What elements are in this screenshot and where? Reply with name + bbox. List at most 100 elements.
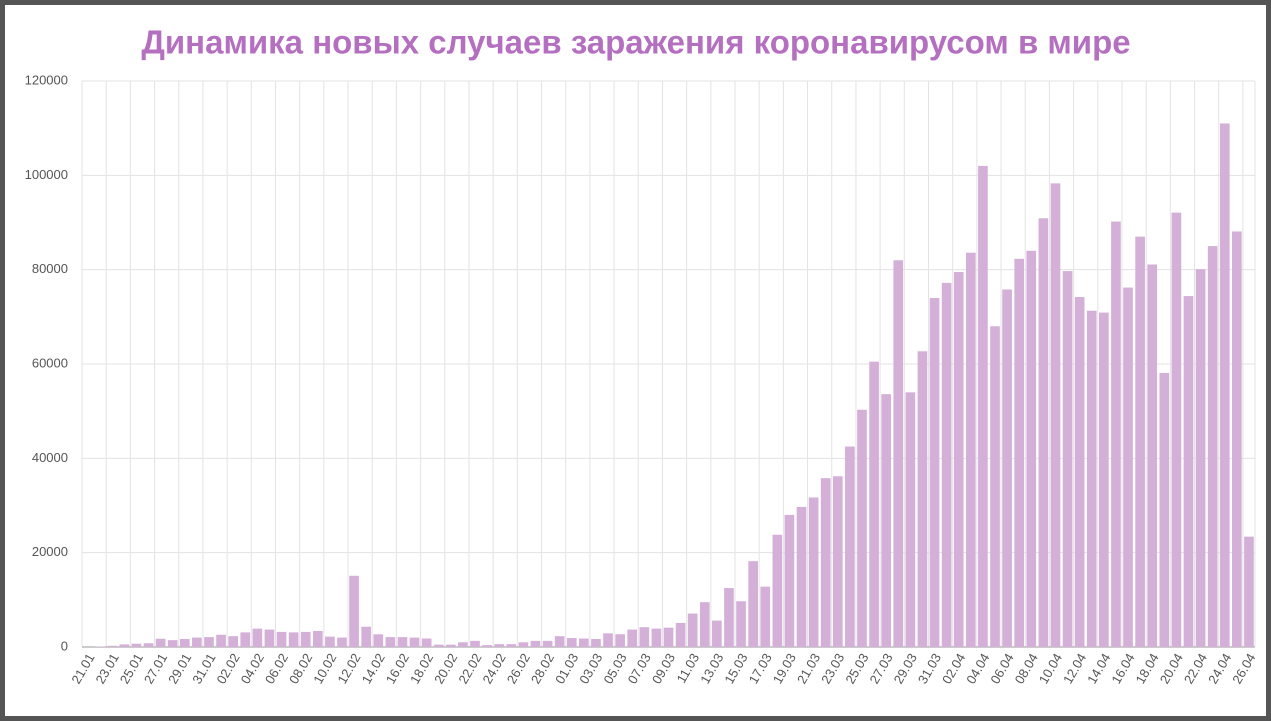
bar [312, 630, 323, 647]
bar [905, 392, 916, 647]
bar [119, 644, 130, 647]
bar [603, 633, 613, 647]
bar [712, 620, 722, 647]
bar [1171, 212, 1182, 647]
bar [276, 631, 287, 647]
bar [1002, 289, 1012, 647]
bar [240, 632, 251, 647]
bar [724, 588, 734, 647]
bar [857, 409, 867, 647]
bar [1026, 250, 1037, 648]
bar [1183, 296, 1194, 647]
bar [869, 361, 879, 647]
y-tick-label: 60000 [32, 355, 68, 370]
bar [1074, 297, 1085, 647]
bar [470, 640, 480, 647]
bar [458, 642, 468, 647]
bar [965, 252, 976, 648]
bar [179, 638, 190, 647]
bar [228, 636, 238, 647]
bar [663, 627, 674, 647]
bar [288, 632, 299, 647]
bar [494, 644, 505, 647]
bar [845, 446, 855, 647]
bar [131, 643, 142, 647]
bar [627, 629, 638, 647]
bar [1219, 123, 1230, 647]
bar [445, 644, 456, 647]
bar [1111, 221, 1121, 647]
bar [373, 634, 384, 647]
bar [881, 394, 892, 647]
bar [216, 634, 226, 647]
bar [1207, 246, 1218, 648]
bar [252, 628, 263, 647]
bar [953, 272, 964, 647]
y-tick-label: 20000 [32, 544, 68, 559]
bar [300, 631, 311, 647]
bar [591, 638, 601, 647]
bar [699, 602, 710, 647]
bar [687, 613, 698, 647]
y-tick-label: 40000 [32, 450, 68, 465]
bar [530, 640, 541, 647]
bar [784, 514, 795, 647]
bar [1244, 536, 1254, 647]
bar [1232, 231, 1242, 647]
bar [542, 640, 553, 647]
bar [264, 629, 275, 647]
bar [1159, 372, 1170, 647]
bar [579, 638, 589, 647]
bar [518, 642, 529, 647]
bar [325, 636, 335, 647]
bar [941, 282, 952, 647]
bar [155, 638, 166, 647]
bar [772, 534, 783, 647]
bar [506, 644, 517, 647]
y-tick-label: 100000 [25, 167, 68, 182]
bar [409, 637, 420, 647]
bar [1038, 218, 1049, 647]
bar [990, 326, 1000, 647]
y-tick-label: 120000 [25, 72, 68, 87]
bar [1195, 269, 1206, 647]
bar [1050, 183, 1061, 647]
bar [748, 561, 758, 647]
bar [349, 575, 359, 647]
bar [808, 497, 819, 647]
bar [651, 628, 662, 647]
bar [929, 297, 940, 647]
bar [917, 351, 928, 647]
bar [832, 476, 843, 647]
bar [433, 644, 444, 647]
bar [736, 601, 746, 647]
bar [397, 637, 408, 647]
bar [554, 636, 565, 647]
bar [978, 165, 988, 647]
chart-title: Динамика новых случаев заражения коронав… [141, 24, 1130, 61]
bar [1099, 312, 1109, 647]
bar [639, 627, 650, 647]
bar [675, 622, 686, 647]
bar [192, 637, 202, 647]
bar [1086, 310, 1097, 647]
y-tick-label: 0 [61, 638, 68, 653]
bar [1014, 258, 1025, 647]
bar [107, 645, 118, 647]
bar [204, 637, 214, 647]
bar [615, 634, 625, 647]
bar [566, 638, 577, 647]
bar [1135, 236, 1145, 647]
bar [760, 586, 771, 647]
bar [796, 506, 807, 647]
bar [167, 640, 178, 647]
bar [337, 637, 347, 647]
bar [385, 637, 396, 647]
bar [820, 478, 831, 647]
bar [1062, 271, 1073, 647]
bar [893, 260, 904, 647]
bar [1123, 287, 1133, 647]
bar [482, 645, 492, 647]
bar [1147, 264, 1158, 647]
